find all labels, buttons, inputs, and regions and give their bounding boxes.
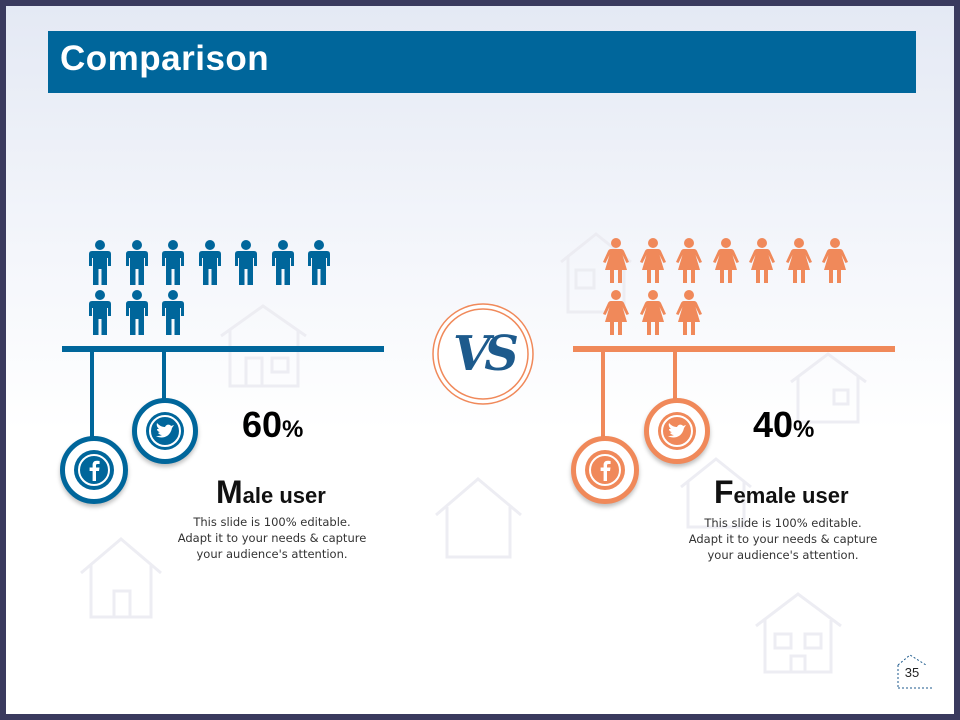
male-percentage: 60% (242, 404, 303, 446)
male-heading-rest: ale user (242, 483, 326, 508)
facebook-icon (78, 454, 110, 486)
male-description-line: your audience's attention. (196, 547, 348, 561)
female-heading-rest: emale user (733, 483, 849, 508)
male-person-icon (124, 290, 150, 335)
male-description-line: Adapt it to your needs & capture (177, 531, 367, 545)
female-divider-line (573, 346, 895, 352)
female-description: This slide is 100% editable. Adapt it to… (663, 515, 903, 563)
vs-badge: VS (432, 303, 534, 405)
title-bar: Comparison (48, 31, 916, 93)
male-person-icon (233, 240, 259, 285)
male-person-icon (270, 240, 296, 285)
male-description: This slide is 100% editable. Adapt it to… (152, 514, 392, 562)
male-person-icon (87, 290, 113, 335)
male-description-line: This slide is 100% editable. (193, 515, 351, 529)
male-person-icon (197, 240, 223, 285)
female-person-icon (675, 238, 702, 283)
page-title: Comparison (60, 39, 270, 78)
page-number: 35 (904, 665, 920, 680)
house-outline-icon (790, 352, 867, 424)
female-person-icon (602, 290, 629, 335)
male-heading-first: M (216, 474, 243, 510)
female-description-line: your audience's attention. (707, 548, 859, 562)
female-person-icon (712, 238, 739, 283)
male-percent-symbol: % (282, 416, 304, 443)
facebook-icon (589, 454, 621, 486)
female-heading: Female user (714, 474, 849, 511)
male-person-icon (124, 240, 150, 285)
female-heading-first: F (714, 474, 734, 510)
male-heading: Male user (216, 474, 326, 511)
female-facebook-badge (571, 436, 639, 504)
twitter-icon (661, 415, 693, 447)
female-person-icon (785, 238, 812, 283)
female-person-icon (602, 238, 629, 283)
female-person-icon (675, 290, 702, 335)
female-person-icon (639, 238, 666, 283)
male-person-icon (160, 240, 186, 285)
female-percent-value: 40 (753, 404, 794, 445)
male-person-icon (306, 240, 332, 285)
male-facebook-connector (90, 352, 94, 438)
vs-label: VS (453, 326, 517, 382)
male-divider-line (62, 346, 384, 352)
male-person-icon (87, 240, 113, 285)
female-percentage: 40% (753, 404, 814, 446)
male-twitter-badge (132, 398, 198, 464)
female-twitter-badge (644, 398, 710, 464)
male-person-icon (160, 290, 186, 335)
twitter-icon (149, 415, 181, 447)
page-corner-icon (897, 654, 934, 689)
male-percent-value: 60 (242, 404, 283, 445)
house-outline-icon (680, 457, 752, 529)
female-person-icon (639, 290, 666, 335)
house-outline-icon (80, 537, 162, 619)
female-twitter-connector (673, 352, 677, 402)
house-outline-icon (220, 304, 307, 388)
house-outline-icon (435, 477, 522, 559)
female-description-line: This slide is 100% editable. (704, 516, 862, 530)
male-twitter-connector (162, 352, 166, 402)
female-percent-symbol: % (793, 416, 815, 443)
female-person-icon (821, 238, 848, 283)
male-facebook-badge (60, 436, 128, 504)
female-person-icon (748, 238, 775, 283)
page-number-badge: 35 (896, 651, 934, 689)
female-facebook-connector (601, 352, 605, 438)
slide: Comparison (6, 6, 954, 714)
house-outline-icon (755, 592, 842, 674)
female-description-line: Adapt it to your needs & capture (688, 532, 878, 546)
